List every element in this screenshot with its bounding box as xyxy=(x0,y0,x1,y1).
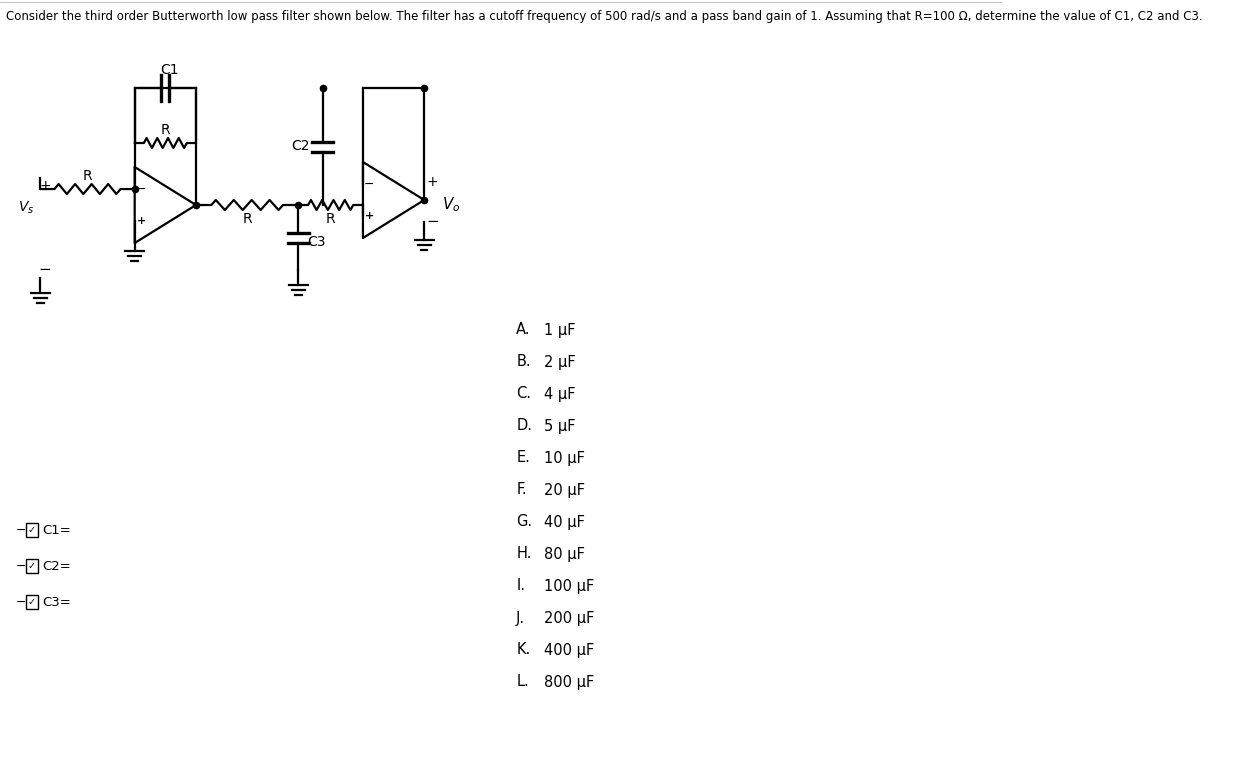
Text: 200 μF: 200 μF xyxy=(544,611,594,625)
Text: E.: E. xyxy=(517,450,530,466)
Text: −: − xyxy=(364,177,375,191)
Text: −: − xyxy=(16,560,26,573)
Text: R: R xyxy=(160,123,170,137)
Text: C2=: C2= xyxy=(42,560,71,573)
Text: B.: B. xyxy=(517,354,530,370)
Text: D.: D. xyxy=(517,418,532,433)
Text: +: + xyxy=(365,211,374,221)
Text: −: − xyxy=(16,595,26,608)
Text: C3=: C3= xyxy=(42,595,71,608)
Text: +: + xyxy=(426,175,438,189)
Text: ✓: ✓ xyxy=(27,561,36,571)
Text: J.: J. xyxy=(517,611,525,625)
Text: R: R xyxy=(83,169,92,183)
Text: 20 μF: 20 μF xyxy=(544,483,585,498)
Text: −: − xyxy=(39,263,51,277)
Text: −: − xyxy=(426,215,438,229)
Text: 100 μF: 100 μF xyxy=(544,578,594,594)
Text: ✓: ✓ xyxy=(27,525,36,535)
Text: $V_o$: $V_o$ xyxy=(442,195,461,215)
Text: I.: I. xyxy=(517,578,525,594)
Text: −: − xyxy=(16,523,26,536)
Text: 2 μF: 2 μF xyxy=(544,354,575,370)
Text: 800 μF: 800 μF xyxy=(544,674,594,690)
Text: A.: A. xyxy=(517,322,530,337)
Text: 10 μF: 10 μF xyxy=(544,450,585,466)
Text: ✓: ✓ xyxy=(27,597,36,607)
Text: R: R xyxy=(325,212,335,226)
Text: 4 μF: 4 μF xyxy=(544,387,575,401)
Text: F.: F. xyxy=(517,483,527,498)
Text: Consider the third order Butterworth low pass filter shown below. The filter has: Consider the third order Butterworth low… xyxy=(6,10,1203,23)
Text: 40 μF: 40 μF xyxy=(544,515,585,529)
Text: C3: C3 xyxy=(307,236,325,250)
Text: +: + xyxy=(40,179,51,193)
Text: +: + xyxy=(137,216,145,226)
Bar xyxy=(26,523,39,537)
Text: 1 μF: 1 μF xyxy=(544,322,575,337)
Text: −: − xyxy=(135,183,147,195)
Text: G.: G. xyxy=(517,515,533,529)
Bar xyxy=(26,559,39,573)
Text: H.: H. xyxy=(517,546,532,562)
Text: $V_s$: $V_s$ xyxy=(17,200,34,216)
Text: R: R xyxy=(242,212,252,226)
Bar xyxy=(26,595,39,609)
Text: C2: C2 xyxy=(291,140,309,153)
Text: 80 μF: 80 μF xyxy=(544,546,585,562)
Text: C1: C1 xyxy=(160,63,179,77)
Text: C1=: C1= xyxy=(42,523,71,536)
Text: C.: C. xyxy=(517,387,532,401)
Text: K.: K. xyxy=(517,642,530,657)
Text: 400 μF: 400 μF xyxy=(544,642,594,657)
Text: L.: L. xyxy=(517,674,529,690)
Text: 5 μF: 5 μF xyxy=(544,418,575,433)
